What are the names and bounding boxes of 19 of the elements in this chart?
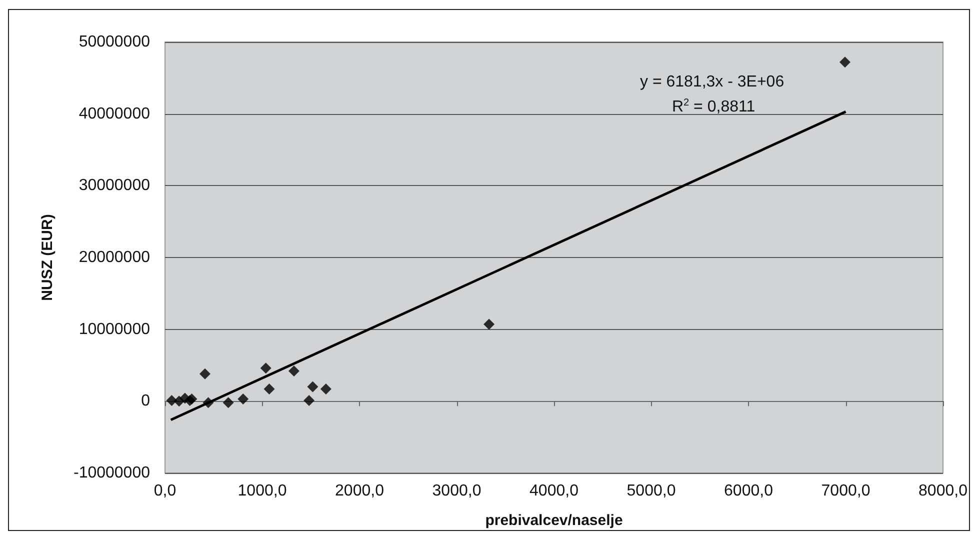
x-tick-label: 1000,0 [238, 482, 287, 500]
y-tick-label: 40000000 [78, 105, 150, 122]
x-tick-label: 7000,0 [821, 482, 870, 500]
x-tick-label: 5000,0 [626, 482, 676, 500]
x-tick-label: 6000,0 [724, 482, 774, 500]
x-tick-label: 2000,0 [335, 482, 384, 500]
y-tick-label: -10000000 [73, 464, 150, 482]
x-tick-label: 3000,0 [432, 482, 482, 500]
x-tick-label: 4000,0 [530, 482, 579, 500]
annotation: y = 6181,3x - 3E+06 [640, 74, 784, 90]
y-tick-label: 0 [141, 392, 150, 410]
x-tick-label: 0,0 [154, 482, 176, 500]
y-axis-title: NUSZ (EUR) [39, 214, 56, 301]
x-tick-label: 8000,0 [918, 482, 968, 500]
y-tick-label: 50000000 [78, 34, 150, 50]
y-tick-label: 20000000 [78, 249, 150, 266]
y-tick-label: 30000000 [78, 177, 150, 194]
x-axis-title: prebivalcev/naselje [485, 512, 623, 529]
y-tick-label: 10000000 [78, 320, 150, 338]
